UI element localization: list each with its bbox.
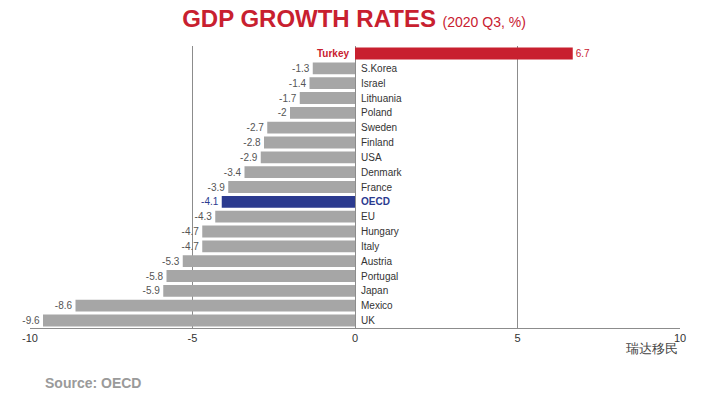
svg-text:-10: -10 xyxy=(22,332,38,344)
svg-text:Italy: Italy xyxy=(361,241,379,252)
svg-text:-4.3: -4.3 xyxy=(195,211,213,222)
svg-text:Mexico: Mexico xyxy=(361,300,393,311)
svg-text:瑞达移民: 瑞达移民 xyxy=(626,341,678,356)
svg-text:-2.8: -2.8 xyxy=(243,137,261,148)
svg-text:France: France xyxy=(361,182,393,193)
svg-text:S.Korea: S.Korea xyxy=(361,63,398,74)
svg-text:Sweden: Sweden xyxy=(361,122,397,133)
svg-text:-1.3: -1.3 xyxy=(292,63,310,74)
svg-text:Finland: Finland xyxy=(361,137,394,148)
svg-text:Japan: Japan xyxy=(361,285,388,296)
svg-text:-4.1: -4.1 xyxy=(201,196,219,207)
svg-text:USA: USA xyxy=(361,152,382,163)
svg-text:Hungary: Hungary xyxy=(361,226,399,237)
svg-text:-1.4: -1.4 xyxy=(289,78,307,89)
svg-text:-4.7: -4.7 xyxy=(182,241,200,252)
svg-text:10: 10 xyxy=(674,332,686,344)
svg-text:-3.4: -3.4 xyxy=(224,167,242,178)
svg-text:-5.3: -5.3 xyxy=(162,256,180,267)
svg-text:-2: -2 xyxy=(278,107,287,118)
svg-text:Lithuania: Lithuania xyxy=(361,93,402,104)
svg-text:-5: -5 xyxy=(188,332,198,344)
svg-text:-1.7: -1.7 xyxy=(279,93,297,104)
svg-text:Turkey: Turkey xyxy=(317,48,349,59)
svg-text:Israel: Israel xyxy=(361,78,385,89)
svg-text:Portugal: Portugal xyxy=(361,271,398,282)
svg-text:UK: UK xyxy=(361,315,375,326)
svg-text:-8.6: -8.6 xyxy=(55,300,73,311)
svg-text:-2.7: -2.7 xyxy=(247,122,265,133)
svg-text:-5.8: -5.8 xyxy=(146,271,164,282)
svg-text:6.7: 6.7 xyxy=(576,48,590,59)
svg-text:-4.7: -4.7 xyxy=(182,226,200,237)
svg-text:5: 5 xyxy=(514,332,520,344)
svg-text:0: 0 xyxy=(352,332,358,344)
svg-text:Source: OECD: Source: OECD xyxy=(45,375,141,391)
svg-text:Austria: Austria xyxy=(361,256,393,267)
svg-text:EU: EU xyxy=(361,211,375,222)
svg-text:GDP GROWTH RATES (2020 Q3, %): GDP GROWTH RATES (2020 Q3, %) xyxy=(182,5,526,32)
svg-text:-9.6: -9.6 xyxy=(22,315,40,326)
svg-text:-3.9: -3.9 xyxy=(208,182,226,193)
svg-text:-5.9: -5.9 xyxy=(143,285,161,296)
svg-text:Poland: Poland xyxy=(361,107,392,118)
svg-text:OECD: OECD xyxy=(361,196,390,207)
svg-text:-2.9: -2.9 xyxy=(240,152,258,163)
svg-text:Denmark: Denmark xyxy=(361,167,403,178)
